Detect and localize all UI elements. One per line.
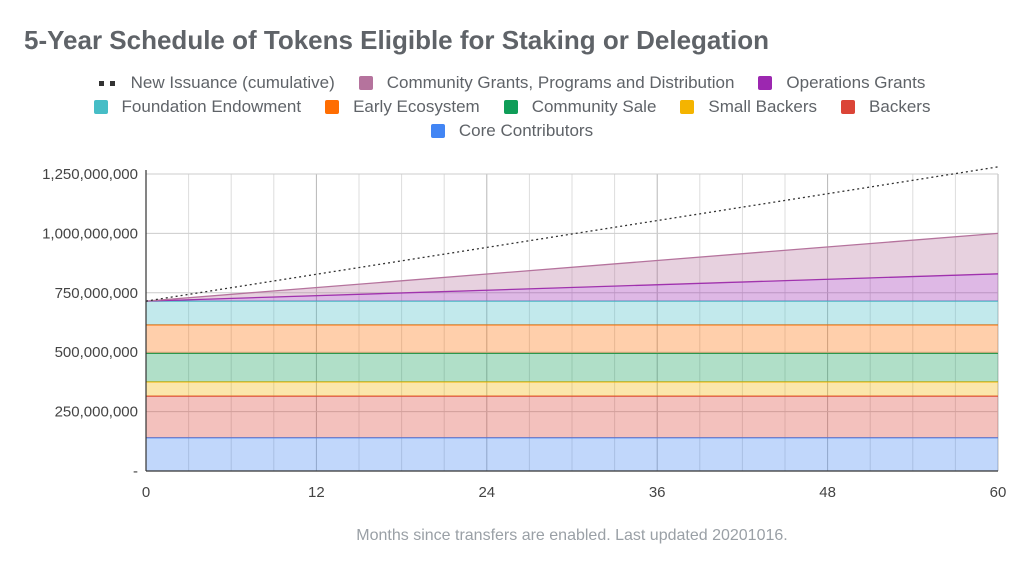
x-axis-caption: Months since transfers are enabled. Last… <box>356 527 788 544</box>
legend-swatch-icon <box>430 124 445 138</box>
legend-label: Community Sale <box>531 97 657 116</box>
legend-item: Backers <box>841 97 930 117</box>
legend-swatch-icon <box>841 100 856 114</box>
y-tick-label: 1,250,000,000 <box>42 166 138 183</box>
legend-item: Small Backers <box>680 97 817 117</box>
x-tick-label: 0 <box>142 484 150 501</box>
legend-swatch-icon <box>758 76 773 90</box>
y-tick-label: 500,000,000 <box>55 344 138 361</box>
legend-item: Foundation Endowment <box>93 97 302 117</box>
y-tick-label: 250,000,000 <box>55 404 138 421</box>
legend-label: Foundation Endowment <box>121 97 302 116</box>
legend-item: Early Ecosystem <box>325 97 480 117</box>
legend-item: Core Contributors <box>430 121 594 141</box>
area-backers <box>146 396 998 438</box>
legend-label: Backers <box>869 97 931 116</box>
y-tick-label: 1,000,000,000 <box>42 225 138 242</box>
x-tick-label: 12 <box>308 484 325 501</box>
legend-label: Small Backers <box>708 97 818 116</box>
legend-label: Community Grants, Programs and Distribut… <box>386 73 735 92</box>
legend-item: Community Grants, Programs and Distribut… <box>358 73 735 93</box>
x-tick-label: 36 <box>649 484 666 501</box>
area-core-contributors <box>146 437 998 471</box>
x-tick-label: 48 <box>819 484 836 501</box>
y-tick-label: 750,000,000 <box>55 285 138 302</box>
x-tick-label: 60 <box>990 484 1007 501</box>
chart-title: 5-Year Schedule of Tokens Eligible for S… <box>24 25 770 55</box>
legend-row-2: Foundation Endowment Early Ecosystem Commu… <box>0 97 1024 117</box>
new-issuance-line <box>145 166 999 302</box>
area-top-line <box>145 273 999 302</box>
legend-swatch-icon <box>503 100 518 114</box>
legend-label: New Issuance (cumulative) <box>130 73 335 92</box>
area-community-sale <box>146 353 998 382</box>
y-tick-label: - <box>133 463 138 480</box>
legend-swatch-icon <box>93 100 108 114</box>
legend-swatch-icon <box>680 100 695 114</box>
area-foundation-endowment <box>146 301 998 325</box>
legend-item: Operations Grants <box>758 73 925 93</box>
x-tick-label: 24 <box>478 484 495 501</box>
legend-label: Early Ecosystem <box>353 97 480 116</box>
area-top-line <box>145 232 999 302</box>
legend-row-1: New Issuance (cumulative) Community Grant… <box>0 73 1024 93</box>
dotted-line-icon <box>98 76 115 90</box>
area-small-backers <box>146 381 998 397</box>
legend-swatch-icon <box>325 100 340 114</box>
legend-row-3: Core Contributors <box>0 121 1024 141</box>
legend-label: Core Contributors <box>458 121 594 140</box>
area-early-ecosystem <box>146 324 998 354</box>
legend-swatch-icon <box>358 76 373 90</box>
legend-item: New Issuance (cumulative) <box>98 73 335 93</box>
legend-item: Community Sale <box>503 97 657 117</box>
legend-label: Operations Grants <box>786 73 926 92</box>
